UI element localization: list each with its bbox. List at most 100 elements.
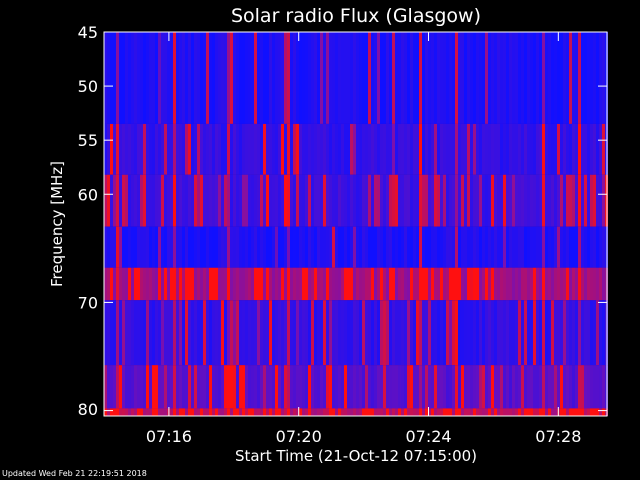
- spectrogram-cell: [455, 267, 458, 301]
- spectrogram-cell: [563, 32, 566, 124]
- spectrogram-cell: [149, 267, 152, 301]
- spectrogram-cell: [320, 32, 323, 124]
- spectrogram-cell: [302, 267, 305, 301]
- spectrogram-cell: [482, 365, 485, 409]
- spectrogram-cell: [551, 123, 554, 175]
- spectrogram-cell: [179, 267, 182, 301]
- spectrogram-cell: [425, 32, 428, 124]
- spectrogram-cell: [326, 226, 329, 268]
- spectrogram-cell: [161, 174, 164, 227]
- spectrogram-cell: [335, 408, 338, 416]
- spectrogram-cell: [428, 408, 431, 416]
- spectrogram-cell: [245, 365, 248, 409]
- spectrogram-cell: [386, 408, 389, 416]
- spectrogram-cell: [314, 32, 317, 124]
- spectrogram-cell: [362, 32, 365, 124]
- spectrogram-cell: [560, 123, 563, 175]
- spectrogram-cell: [569, 365, 572, 409]
- spectrogram-cell: [254, 226, 257, 268]
- spectrogram-cell: [521, 32, 524, 124]
- spectrogram-cell: [470, 226, 473, 268]
- spectrogram-cell: [524, 174, 527, 227]
- spectrogram-cell: [440, 123, 443, 175]
- spectrogram-cell: [545, 365, 548, 409]
- spectrogram-cell: [446, 174, 449, 227]
- spectrogram-cell: [563, 267, 566, 301]
- spectrogram-cell: [266, 226, 269, 268]
- spectrogram-cell: [464, 300, 467, 366]
- spectrogram-cell: [509, 267, 512, 301]
- spectrogram-cell: [197, 365, 200, 409]
- spectrogram-cell: [521, 174, 524, 227]
- spectrogram-cell: [416, 408, 419, 416]
- spectrogram-cell: [275, 32, 278, 124]
- spectrogram-cell: [566, 300, 569, 366]
- spectrogram-cell: [416, 365, 419, 409]
- spectrogram-cell: [311, 365, 314, 409]
- spectrogram-cell: [113, 123, 116, 175]
- spectrogram-cell: [236, 226, 239, 268]
- spectrogram-cell: [122, 365, 125, 409]
- spectrogram-cell: [290, 123, 293, 175]
- spectrogram-cell: [413, 226, 416, 268]
- spectrogram-cell: [164, 300, 167, 366]
- spectrogram-cell: [104, 32, 107, 124]
- spectrogram-cell: [443, 226, 446, 268]
- spectrogram-cell: [296, 365, 299, 409]
- spectrogram-cell: [281, 365, 284, 409]
- spectrogram-cell: [563, 408, 566, 416]
- spectrogram-cell: [110, 32, 113, 124]
- spectrogram-cell: [140, 226, 143, 268]
- spectrogram-cell: [338, 408, 341, 416]
- spectrogram-cell: [527, 123, 530, 175]
- spectrogram-cell: [413, 123, 416, 175]
- spectrogram-cell: [461, 123, 464, 175]
- spectrogram-cell: [167, 365, 170, 409]
- spectrogram-cell: [110, 174, 113, 227]
- spectrogram-cell: [317, 32, 320, 124]
- spectrogram-cell: [587, 32, 590, 124]
- spectrogram-cell: [356, 267, 359, 301]
- spectrogram-cell: [152, 226, 155, 268]
- spectrogram-cell: [353, 174, 356, 227]
- spectrogram-cell: [386, 174, 389, 227]
- spectrogram-cell: [518, 174, 521, 227]
- spectrogram-cell: [131, 226, 134, 268]
- spectrogram-cell: [263, 174, 266, 227]
- spectrogram-cell: [194, 174, 197, 227]
- spectrogram-cell: [545, 123, 548, 175]
- spectrogram-cell: [395, 32, 398, 124]
- spectrogram-cell: [179, 123, 182, 175]
- spectrogram-cell: [185, 174, 188, 227]
- spectrogram-cell: [212, 123, 215, 175]
- spectrogram-cell: [341, 123, 344, 175]
- spectrogram-cell: [257, 300, 260, 366]
- spectrogram-cell: [203, 408, 206, 416]
- spectrogram-cell: [248, 365, 251, 409]
- spectrogram-cell: [347, 174, 350, 227]
- spectrogram-cell: [335, 267, 338, 301]
- spectrogram-cell: [227, 32, 230, 124]
- spectrogram-cell: [269, 123, 272, 175]
- spectrogram-cell: [311, 123, 314, 175]
- spectrogram-cell: [272, 174, 275, 227]
- frequency-band-1: [104, 123, 608, 175]
- spectrogram-cell: [275, 174, 278, 227]
- spectrogram-cell: [434, 365, 437, 409]
- spectrogram-cell: [572, 300, 575, 366]
- spectrogram-cell: [368, 174, 371, 227]
- spectrogram-cell: [251, 408, 254, 416]
- spectrogram-cell: [473, 300, 476, 366]
- spectrogram-cell: [293, 408, 296, 416]
- spectrogram-cell: [230, 365, 233, 409]
- spectrogram-cell: [392, 32, 395, 124]
- spectrogram-cell: [194, 267, 197, 301]
- spectrogram-cell: [551, 174, 554, 227]
- spectrogram-cell: [602, 300, 605, 366]
- spectrogram-cell: [170, 300, 173, 366]
- spectrogram-cell: [182, 32, 185, 124]
- spectrogram-cell: [455, 123, 458, 175]
- spectrogram-cell: [215, 174, 218, 227]
- spectrogram-cell: [137, 267, 140, 301]
- spectrogram-cell: [125, 408, 128, 416]
